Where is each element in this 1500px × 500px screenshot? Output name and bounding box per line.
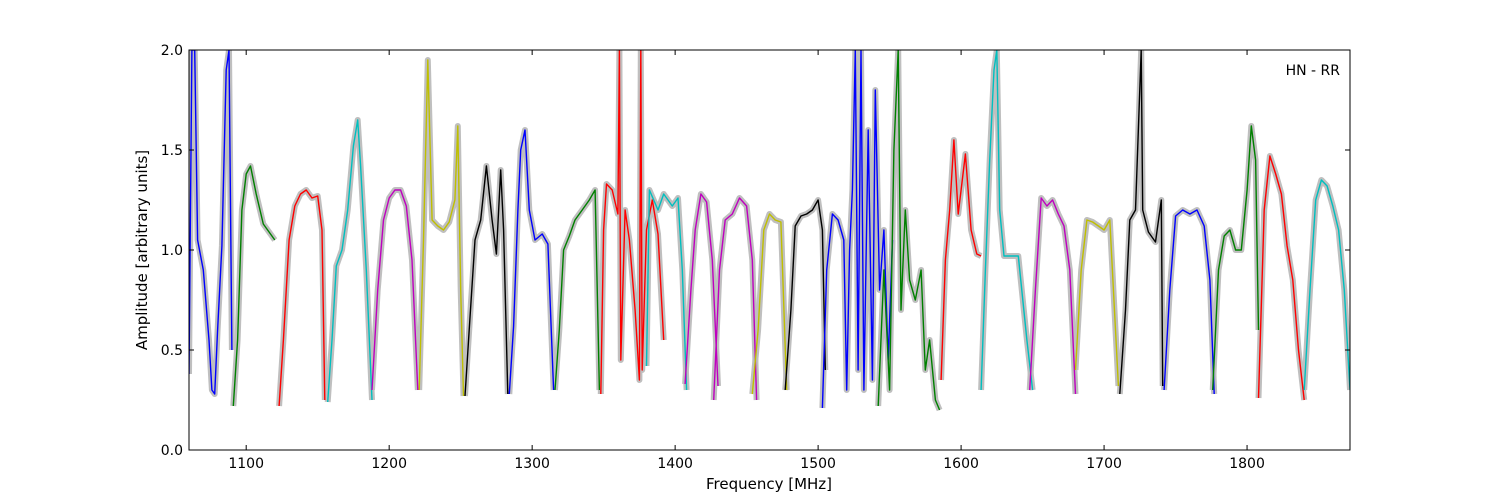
y-tick-label: 1.5 — [161, 143, 183, 159]
x-tick-label: 1600 — [943, 456, 979, 472]
series-line-1 — [232, 165, 276, 407]
x-tick-label: 1500 — [800, 456, 836, 472]
series-line-25 — [1303, 179, 1350, 391]
series-line-15 — [821, 50, 894, 409]
series-line-19 — [1029, 197, 1077, 395]
y-tick-label: 0.0 — [161, 443, 183, 459]
series-line-4 — [371, 189, 419, 391]
series-line-12 — [713, 197, 758, 401]
series-line-21 — [1119, 50, 1164, 395]
x-tick-label: 1200 — [371, 456, 407, 472]
series-line-7 — [508, 129, 555, 395]
y-tick-label: 1.0 — [161, 243, 183, 259]
plot-frame — [188, 49, 1351, 451]
series-line-16 — [877, 50, 941, 411]
series-line-2 — [278, 189, 326, 407]
series-line-3 — [327, 119, 373, 403]
series-line-18 — [980, 50, 1034, 391]
y-tick-label: 0.5 — [161, 343, 183, 359]
series-line-6 — [464, 165, 509, 397]
x-tick-label: 1300 — [514, 456, 550, 472]
series-line-17 — [940, 139, 982, 381]
x-tick-label: 1400 — [657, 456, 693, 472]
series-line-23 — [1212, 125, 1260, 391]
series-line-8 — [554, 189, 601, 391]
series-line-0 — [189, 50, 233, 395]
series-line-20 — [1074, 219, 1120, 387]
x-axis-label: Frequency [MHz] — [706, 475, 832, 493]
series-line-14 — [784, 199, 826, 391]
series-line-10 — [645, 189, 688, 391]
series-line-11 — [684, 193, 719, 387]
series-layer — [189, 50, 1350, 411]
series-line-13 — [751, 213, 788, 395]
series-line-22 — [1163, 209, 1215, 395]
series-line-5 — [418, 59, 465, 397]
tick-layer: 1100 1200 1300 1400 1500 1600 1700 1800 0.0 0.5 1.… — [161, 43, 1350, 472]
x-tick-label: 1800 — [1229, 456, 1265, 472]
series-line-24 — [1257, 155, 1305, 401]
x-tick-label: 1700 — [1086, 456, 1122, 472]
y-tick-label: 2.0 — [161, 43, 183, 59]
x-tick-label: 1100 — [228, 456, 264, 472]
y-axis-label: Amplitude [arbitrary units] — [133, 150, 151, 350]
chart-annotation: HN - RR — [1286, 63, 1341, 79]
